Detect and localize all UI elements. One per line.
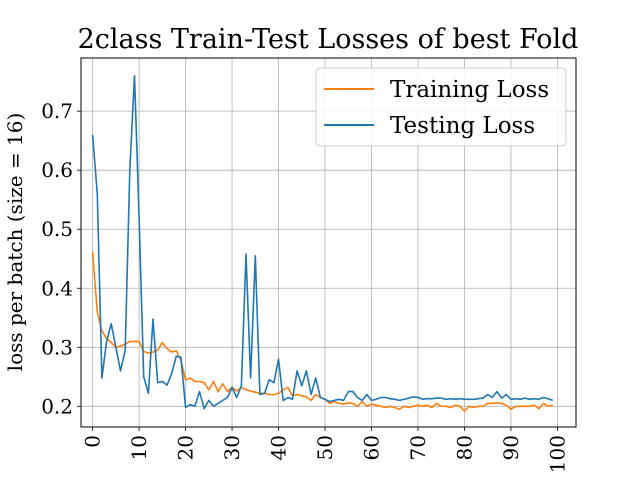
y-tick-label: 0.2 (41, 394, 73, 418)
x-tick-label: 40 (267, 435, 291, 460)
x-tick-label: 80 (452, 435, 476, 460)
y-axis-ticks: 0.2 0.3 0.4 0.5 0.6 0.7 (41, 99, 81, 418)
legend: Training Loss Testing Loss (315, 67, 567, 147)
y-axis-label: loss per batch (size = 16) (3, 113, 27, 372)
x-tick-label: 90 (499, 435, 523, 460)
x-tick-label: 30 (220, 435, 244, 460)
y-tick-label: 0.6 (41, 158, 73, 182)
x-tick-label: 10 (127, 435, 151, 460)
legend-label: Training Loss (390, 77, 549, 103)
x-tick-label: 100 (545, 435, 569, 473)
x-tick-label: 60 (359, 435, 383, 460)
y-tick-label: 0.4 (41, 276, 73, 300)
series-line-testing (91, 74, 554, 410)
plot-frame (80, 57, 577, 428)
legend-label: Testing Loss (390, 113, 535, 139)
x-tick-label: 0 (81, 435, 105, 448)
y-tick-label: 0.3 (41, 335, 73, 359)
series-lines (91, 74, 554, 412)
x-axis-ticks: 0 10 20 30 40 50 60 70 80 90 100 (81, 427, 569, 473)
x-tick-label: 20 (174, 435, 198, 460)
y-tick-label: 0.7 (41, 99, 73, 123)
x-tick-label: 70 (406, 435, 430, 460)
chart-title: 2class Train-Test Losses of best Fold (78, 24, 579, 55)
x-tick-label: 50 (313, 435, 337, 460)
legend-box (315, 67, 567, 147)
y-tick-label: 0.5 (41, 217, 73, 241)
